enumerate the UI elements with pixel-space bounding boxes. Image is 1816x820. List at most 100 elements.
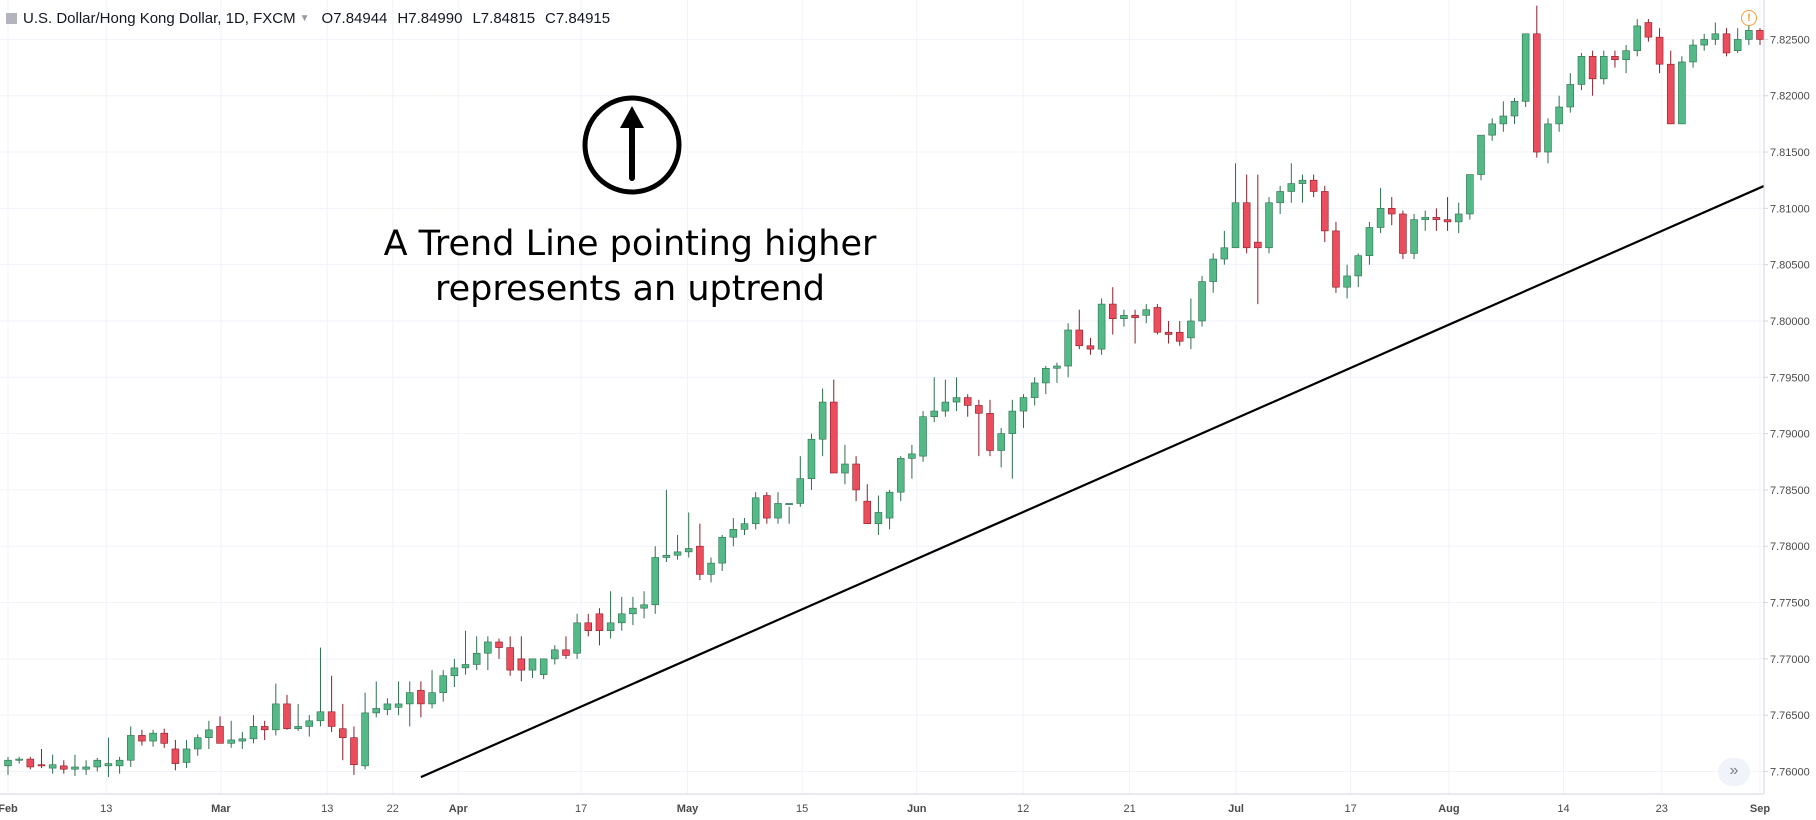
candle-down	[1075, 309, 1084, 350]
candle-down	[1321, 185, 1329, 243]
candle-body	[1153, 307, 1162, 333]
candle-body	[763, 495, 771, 519]
candle-body	[863, 500, 872, 525]
price-tick-label: 7.80000	[1770, 316, 1810, 328]
candle-down	[339, 703, 347, 761]
candle-body	[171, 748, 180, 764]
candle-down	[495, 638, 503, 659]
candle-up	[1454, 202, 1463, 234]
candle-up	[841, 444, 849, 485]
candle-up	[182, 739, 191, 769]
candle-up	[1142, 304, 1151, 324]
candle-body	[428, 692, 436, 705]
candle-down	[1131, 309, 1139, 344]
candle-up	[238, 732, 247, 749]
candle-body	[350, 737, 358, 766]
candle-down	[1387, 197, 1396, 226]
candle-down	[1611, 50, 1619, 68]
candle-up	[707, 557, 715, 583]
price-tick-label: 7.81500	[1770, 147, 1810, 159]
candle-up	[149, 729, 157, 747]
scroll-right-icon[interactable]: »	[1718, 758, 1750, 786]
candle-body	[450, 667, 459, 677]
time-axis: Feb 13 Mar 13 22 Apr 17 May 15 Jun 12 21 Jul 17 Aug 14 2…	[0, 793, 1770, 815]
candle-body	[1030, 382, 1039, 398]
symbol-title[interactable]: U.S. Dollar/Hong Kong Dollar, 1D, FXCM	[23, 9, 296, 27]
candle-body	[1376, 208, 1385, 228]
candle-body	[796, 478, 805, 504]
candle-body	[1644, 22, 1653, 38]
candle-body	[1655, 36, 1664, 65]
candle-up	[651, 546, 659, 614]
candle-up	[472, 636, 481, 671]
candle-body	[1510, 101, 1519, 117]
candle-body	[908, 453, 916, 459]
symbol-header[interactable]: U.S. Dollar/Hong Kong Dollar, 1D, FXCM ▼…	[6, 8, 620, 28]
candle-body	[1678, 61, 1686, 125]
candle-body	[662, 554, 671, 558]
candle-down	[26, 756, 35, 770]
candle-body	[216, 726, 224, 744]
candle-up	[48, 754, 57, 774]
candle-body	[651, 557, 659, 606]
candle-body	[484, 641, 492, 654]
candle-body	[1600, 56, 1608, 80]
candle-body	[1242, 202, 1251, 249]
candle-body	[361, 712, 369, 767]
candle-body	[919, 416, 927, 457]
candle-up	[1343, 264, 1351, 299]
candle-body	[707, 562, 715, 575]
time-tick-label: Jul	[1228, 803, 1244, 815]
time-tick-label: 13	[100, 803, 112, 815]
candle-body	[1622, 50, 1630, 60]
candle-body	[1533, 33, 1541, 153]
close-value: C7.84915	[545, 9, 611, 27]
time-tick-label: 21	[1123, 803, 1135, 815]
candle-up	[718, 534, 726, 572]
candle-body	[562, 649, 570, 656]
candle-down	[1666, 50, 1675, 125]
candle-up	[1577, 52, 1586, 91]
candle-down	[562, 636, 570, 659]
candle-body	[528, 658, 537, 671]
annotation-line-2: represents an uptrend	[435, 269, 825, 309]
candle-up	[629, 596, 637, 626]
time-tick-label: Aug	[1438, 803, 1459, 815]
candle-body	[1521, 33, 1530, 102]
alert-icon[interactable]: !	[1741, 10, 1757, 26]
candle-body	[283, 703, 291, 729]
candle-body	[930, 410, 938, 418]
candle-up	[1745, 25, 1753, 46]
candle-up	[1354, 253, 1363, 288]
candle-down	[763, 492, 771, 524]
candle-up	[1488, 118, 1496, 141]
candle-up	[1120, 309, 1128, 327]
candle-body	[975, 405, 983, 414]
candle-body	[182, 748, 191, 763]
candle-down	[975, 399, 983, 457]
candle-up	[1555, 95, 1563, 132]
candle-body	[952, 397, 961, 403]
candle-down	[37, 748, 46, 769]
price-axis-bg	[1764, 0, 1816, 820]
candle-up	[316, 647, 325, 727]
chevron-down-icon[interactable]: ▼	[299, 12, 310, 24]
candle-body	[4, 759, 12, 767]
candle-body	[673, 551, 682, 556]
candle-body	[841, 463, 849, 474]
candle-up	[372, 681, 381, 718]
candle-down	[1309, 174, 1318, 198]
candle-body	[238, 738, 247, 742]
candle-body	[1477, 134, 1485, 175]
candle-body	[852, 463, 860, 491]
candle-body	[1588, 56, 1597, 80]
candle-body	[517, 658, 526, 671]
candle-up	[919, 411, 927, 462]
price-tick-label: 7.76500	[1770, 710, 1810, 722]
candle-up	[484, 636, 492, 671]
candle-up	[1700, 33, 1708, 51]
candle-up	[1008, 399, 1017, 479]
candle-body	[629, 607, 637, 615]
price-tick-label: 7.78500	[1770, 485, 1810, 497]
